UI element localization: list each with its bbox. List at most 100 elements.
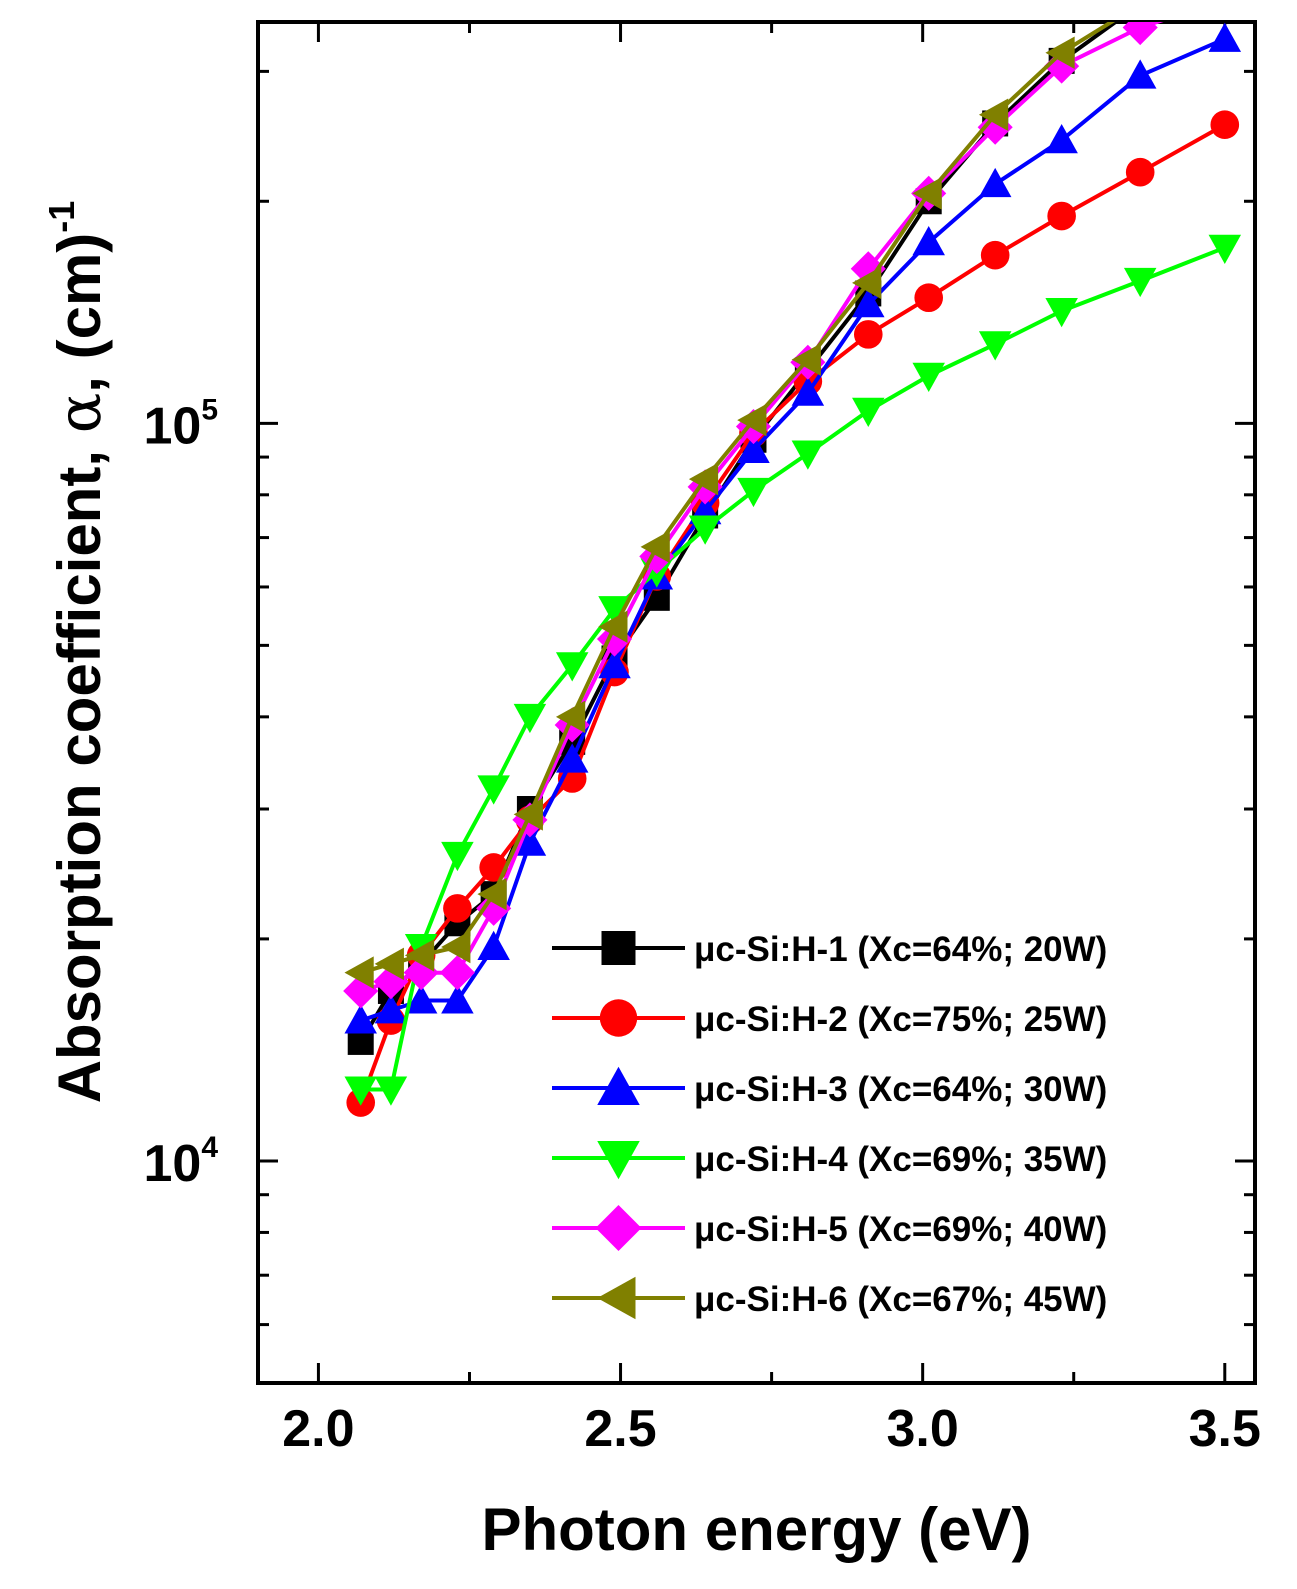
x-axis-title: Photon energy (eV) [481, 1496, 1031, 1563]
y-tick-exponent: 4 [201, 1131, 218, 1164]
x-tick-label: 3.5 [1189, 1400, 1261, 1458]
data-point [441, 841, 474, 872]
data-point [1208, 22, 1242, 52]
data-point [555, 700, 586, 734]
legend-entry: μc-Si:H-3 (Xc=64%; 30W) [552, 1066, 1107, 1109]
data-point [439, 955, 475, 991]
data-point [791, 440, 825, 470]
data-point [513, 703, 547, 734]
data-point [852, 288, 885, 318]
data-point [1045, 297, 1078, 328]
data-point [737, 433, 770, 464]
data-point [978, 167, 1012, 198]
data-point [441, 930, 471, 964]
data-point [980, 240, 1010, 270]
data-point [477, 930, 510, 961]
y-axis-title: Absorption coefficient, α, (cm)-1 [41, 201, 115, 1104]
series-line [360, 22, 1116, 975]
data-point [443, 894, 472, 923]
data-point [978, 331, 1012, 361]
data-point [598, 610, 628, 643]
data-point [555, 743, 589, 773]
data-point [1210, 110, 1240, 140]
data-point [978, 98, 1009, 132]
series-line [360, 22, 1164, 993]
legend-marker [599, 999, 638, 1037]
y-axis-title-unit: , (cm) [46, 233, 113, 393]
data-point [555, 652, 589, 682]
data-point [852, 266, 882, 300]
data-point [853, 320, 883, 349]
legend: μc-Si:H-1 (Xc=64%; 20W) μc-Si:H-2 (Xc=75%… [552, 930, 1107, 1320]
y-axis-title-text: Absorption coefficient, [46, 433, 113, 1103]
data-point [1124, 0, 1153, 20]
legend-label: μc-Si:H-4 (Xc=69%; 35W) [694, 1140, 1107, 1179]
series-4 [344, 234, 1242, 1106]
data-point [1123, 59, 1157, 89]
x-tick-label: 2.0 [282, 1400, 354, 1458]
data-point [852, 397, 885, 428]
y-tick-label: 105 [143, 393, 218, 455]
series-group [343, 0, 1242, 1117]
y-tick-label: 104 [143, 1131, 218, 1193]
data-point [404, 984, 438, 1014]
y-tick-base: 10 [143, 397, 201, 455]
data-point [374, 1076, 408, 1106]
data-point [513, 826, 547, 856]
data-point [404, 939, 435, 972]
data-point [374, 947, 404, 981]
legend-label: μc-Si:H-3 (Xc=64%; 30W) [694, 1070, 1107, 1109]
data-point [1123, 267, 1157, 298]
legend-label: μc-Si:H-2 (Xc=75%; 25W) [694, 1000, 1107, 1039]
data-point [912, 177, 942, 210]
legend-entry: μc-Si:H-1 (Xc=64%; 20W) [552, 930, 1107, 969]
data-point [912, 225, 945, 256]
data-point [1045, 36, 1075, 69]
data-point [1207, 0, 1242, 17]
data-point [476, 890, 512, 926]
legend-label: μc-Si:H-5 (Xc=69%; 40W) [694, 1210, 1107, 1249]
legend-label: μc-Si:H-1 (Xc=64%; 20W) [694, 930, 1107, 969]
plot-frame-group [256, 20, 1257, 1385]
data-point [640, 530, 670, 564]
plot-frame [256, 20, 1257, 1385]
y-tick-exponent: 5 [201, 393, 218, 426]
data-point [598, 596, 631, 626]
series-5 [343, 0, 1242, 1009]
legend-entry: μc-Si:H-6 (Xc=67%; 45W) [552, 1276, 1107, 1320]
series-6 [344, 0, 1238, 989]
data-point [513, 798, 543, 831]
y-axis-title-symbol: α [45, 393, 115, 434]
data-point [791, 376, 825, 406]
legend-marker [597, 1066, 640, 1105]
data-point [373, 964, 409, 1000]
series-clip-group [343, 0, 1242, 1117]
axis-titles: Photon energy (eV) Absorption coefficient… [41, 201, 1032, 1563]
x-tick-label: 2.5 [584, 1400, 656, 1458]
series-3 [344, 22, 1242, 1034]
legend-marker [601, 931, 636, 965]
legend-entry: μc-Si:H-5 (Xc=69%; 40W) [552, 1205, 1107, 1251]
data-point [344, 1076, 377, 1106]
legend-label: μc-Si:H-6 (Xc=67%; 45W) [694, 1280, 1107, 1319]
data-point [1122, 22, 1158, 46]
data-point [1045, 123, 1078, 154]
data-point [737, 477, 770, 508]
data-point [1209, 0, 1238, 2]
data-point [344, 1004, 377, 1034]
data-point [477, 775, 510, 805]
data-point [374, 994, 408, 1024]
legend-entry: μc-Si:H-4 (Xc=69%; 35W) [552, 1140, 1107, 1180]
data-point [912, 362, 945, 393]
data-point [477, 877, 507, 911]
series-1 [347, 22, 1119, 1055]
data-point [1047, 201, 1076, 231]
data-point [344, 956, 374, 989]
data-point [737, 403, 767, 437]
x-tick-label: 3.0 [887, 1400, 959, 1458]
legend-marker [595, 1205, 642, 1251]
data-point [598, 648, 631, 679]
data-point [1125, 157, 1155, 187]
